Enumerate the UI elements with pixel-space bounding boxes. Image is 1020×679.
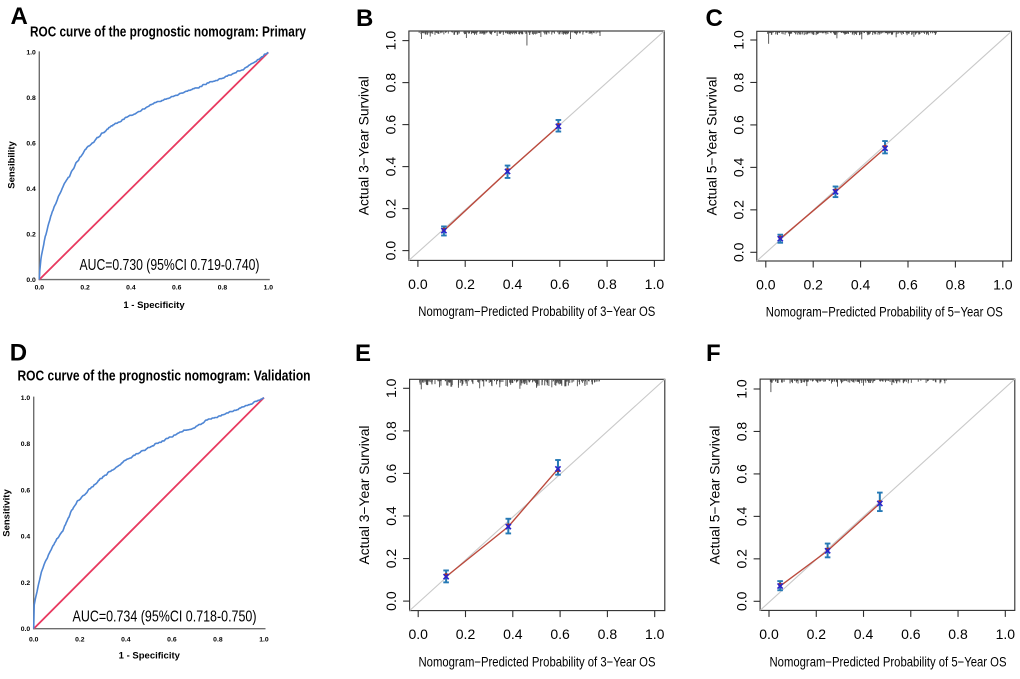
svg-text:1.0: 1.0 — [382, 31, 398, 51]
svg-text:1.0: 1.0 — [259, 636, 269, 643]
svg-text:0.6: 0.6 — [898, 277, 918, 293]
svg-text:0.6: 0.6 — [550, 626, 570, 642]
svg-text:1.0: 1.0 — [734, 379, 750, 399]
svg-text:0.0: 0.0 — [21, 626, 31, 633]
svg-text:0.4: 0.4 — [383, 506, 399, 526]
svg-text:0.4: 0.4 — [734, 506, 750, 526]
svg-text:0.2: 0.2 — [80, 285, 90, 292]
svg-text:0.0: 0.0 — [383, 591, 399, 611]
svg-text:1.0: 1.0 — [21, 395, 31, 402]
svg-text:A: A — [11, 3, 28, 30]
svg-text:Nomogram−Predicted Probability: Nomogram−Predicted Probability of 5−Year… — [766, 304, 1003, 319]
svg-text:1.0: 1.0 — [383, 378, 399, 398]
svg-text:0.2: 0.2 — [383, 549, 399, 569]
svg-text:Sensibility: Sensibility — [7, 141, 18, 189]
svg-text:0.4: 0.4 — [382, 157, 398, 177]
svg-text:ROC curve of the prognostic no: ROC curve of the prognostic nomogram: Va… — [18, 369, 311, 385]
svg-text:0.8: 0.8 — [213, 636, 223, 643]
svg-text:0.6: 0.6 — [734, 464, 750, 484]
svg-text:0.0: 0.0 — [26, 277, 36, 284]
svg-text:0.8: 0.8 — [730, 73, 746, 93]
svg-text:0.6: 0.6 — [172, 285, 182, 292]
svg-text:0.8: 0.8 — [21, 441, 31, 448]
svg-text:B: B — [356, 5, 373, 32]
svg-text:0.4: 0.4 — [26, 186, 36, 193]
svg-text:0.0: 0.0 — [408, 276, 428, 292]
svg-text:0.0: 0.0 — [759, 626, 779, 642]
svg-text:0.6: 0.6 — [730, 115, 746, 135]
svg-text:0.4: 0.4 — [851, 277, 871, 293]
svg-text:Nomogram−Predicted Probability: Nomogram−Predicted Probability of 5−Year… — [770, 655, 1007, 670]
svg-text:0.6: 0.6 — [167, 636, 177, 643]
svg-text:0.6: 0.6 — [26, 141, 36, 148]
svg-text:1.0: 1.0 — [730, 30, 746, 50]
svg-text:0.4: 0.4 — [503, 276, 523, 292]
svg-text:0.2: 0.2 — [803, 277, 823, 293]
svg-text:0.0: 0.0 — [408, 626, 428, 642]
svg-text:1.0: 1.0 — [993, 277, 1013, 293]
svg-text:1.0: 1.0 — [645, 276, 665, 292]
svg-text:0.8: 0.8 — [598, 626, 618, 642]
svg-text:0.0: 0.0 — [35, 285, 45, 292]
svg-text:1.0: 1.0 — [645, 626, 665, 642]
svg-text:0.4: 0.4 — [854, 626, 874, 642]
svg-text:0.2: 0.2 — [730, 200, 746, 220]
svg-text:Actual 3−Year Survival: Actual 3−Year Survival — [357, 426, 372, 565]
svg-text:F: F — [706, 340, 721, 367]
svg-text:0.8: 0.8 — [26, 95, 36, 102]
svg-text:Sensitivity: Sensitivity — [2, 489, 13, 537]
svg-text:AUC=0.730 (95%CI 0.719-0.740): AUC=0.730 (95%CI 0.719-0.740) — [80, 257, 260, 274]
svg-text:0.8: 0.8 — [218, 285, 228, 292]
svg-text:0.2: 0.2 — [21, 580, 31, 587]
svg-text:Actual 5−Year Survival: Actual 5−Year Survival — [705, 77, 720, 216]
svg-text:0.4: 0.4 — [126, 285, 136, 292]
svg-text:0.2: 0.2 — [455, 276, 475, 292]
svg-text:0.8: 0.8 — [382, 73, 398, 93]
svg-text:0.0: 0.0 — [756, 277, 776, 293]
svg-text:0.0: 0.0 — [382, 241, 398, 261]
svg-text:Nomogram−Predicted Probability: Nomogram−Predicted Probability of 3−Year… — [419, 654, 656, 669]
svg-text:0.0: 0.0 — [730, 242, 746, 262]
svg-text:0.2: 0.2 — [734, 549, 750, 569]
svg-text:0.4: 0.4 — [121, 636, 131, 643]
svg-text:0.0: 0.0 — [734, 591, 750, 611]
svg-text:0.8: 0.8 — [597, 276, 617, 292]
svg-text:0.2: 0.2 — [456, 626, 476, 642]
svg-text:E: E — [355, 340, 371, 367]
svg-text:0.4: 0.4 — [730, 157, 746, 177]
svg-text:Actual 3−Year Survival: Actual 3−Year Survival — [357, 76, 372, 215]
svg-text:1 - Specificity: 1 - Specificity — [123, 300, 185, 311]
svg-text:1.0: 1.0 — [26, 50, 36, 57]
svg-text:0.4: 0.4 — [21, 534, 31, 541]
svg-text:D: D — [10, 339, 27, 366]
svg-text:1.0: 1.0 — [996, 626, 1016, 642]
svg-text:0.2: 0.2 — [382, 199, 398, 219]
svg-text:0.6: 0.6 — [383, 463, 399, 483]
svg-text:0.2: 0.2 — [807, 626, 827, 642]
svg-text:0.2: 0.2 — [75, 636, 85, 643]
svg-text:AUC=0.734 (95%CI 0.718-0.750): AUC=0.734 (95%CI 0.718-0.750) — [73, 609, 257, 626]
svg-text:1.0: 1.0 — [264, 285, 274, 292]
svg-text:0.4: 0.4 — [503, 626, 523, 642]
svg-text:Nomogram−Predicted Probability: Nomogram−Predicted Probability of 3−Year… — [418, 304, 655, 319]
svg-text:0.6: 0.6 — [550, 276, 570, 292]
svg-text:0.0: 0.0 — [29, 636, 39, 643]
svg-text:0.8: 0.8 — [946, 277, 966, 293]
svg-text:0.6: 0.6 — [21, 487, 31, 494]
svg-text:0.8: 0.8 — [948, 626, 968, 642]
svg-text:0.8: 0.8 — [383, 421, 399, 441]
svg-text:ROC curve of the prognostic no: ROC curve of the prognostic nomogram: Pr… — [30, 25, 306, 41]
svg-text:C: C — [706, 5, 723, 32]
svg-text:0.6: 0.6 — [901, 626, 921, 642]
svg-text:0.2: 0.2 — [26, 232, 36, 239]
svg-text:Actual 5−Year Survival: Actual 5−Year Survival — [708, 426, 723, 565]
svg-text:0.6: 0.6 — [382, 115, 398, 135]
svg-text:0.8: 0.8 — [734, 422, 750, 442]
svg-text:1 - Specificity: 1 - Specificity — [119, 651, 181, 662]
